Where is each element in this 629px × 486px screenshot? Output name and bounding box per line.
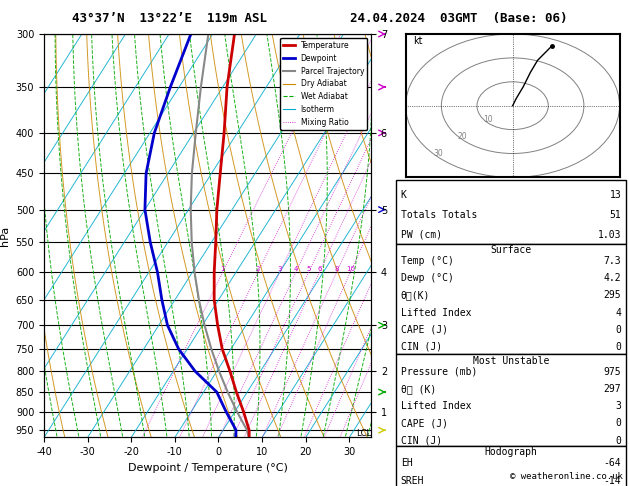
Text: 0: 0 (615, 418, 621, 428)
Bar (396, 446, 626, 486)
Bar (396, 243, 626, 354)
Text: Totals Totals: Totals Totals (401, 210, 477, 220)
Text: 297: 297 (604, 384, 621, 394)
Text: K: K (401, 190, 407, 200)
X-axis label: Dewpoint / Temperature (°C): Dewpoint / Temperature (°C) (128, 463, 287, 473)
Y-axis label: km
ASL: km ASL (403, 236, 421, 257)
Text: 30: 30 (433, 149, 443, 158)
Text: 51: 51 (610, 210, 621, 220)
Text: Most Unstable: Most Unstable (473, 356, 549, 366)
Y-axis label: hPa: hPa (0, 226, 10, 246)
Text: 43°37’N  13°22’E  119m ASL: 43°37’N 13°22’E 119m ASL (72, 12, 267, 25)
Text: 1.03: 1.03 (598, 230, 621, 240)
Text: 0: 0 (615, 342, 621, 352)
Text: CAPE (J): CAPE (J) (401, 418, 448, 428)
Text: © weatheronline.co.uk: © weatheronline.co.uk (510, 472, 623, 481)
Text: Hodograph: Hodograph (484, 447, 538, 457)
Text: -64: -64 (604, 458, 621, 468)
Bar (396, 180, 626, 243)
Legend: Temperature, Dewpoint, Parcel Trajectory, Dry Adiabat, Wet Adiabat, Isotherm, Mi: Temperature, Dewpoint, Parcel Trajectory… (280, 38, 367, 130)
Text: 7.3: 7.3 (604, 256, 621, 266)
Text: θᴄ (K): θᴄ (K) (401, 384, 436, 394)
Text: 0: 0 (615, 325, 621, 335)
Text: PW (cm): PW (cm) (401, 230, 442, 240)
Text: Dewp (°C): Dewp (°C) (401, 273, 454, 283)
Text: 24.04.2024  03GMT  (Base: 06): 24.04.2024 03GMT (Base: 06) (350, 12, 568, 25)
Text: 3: 3 (277, 266, 282, 272)
Text: 0: 0 (615, 435, 621, 446)
Text: 5: 5 (306, 266, 311, 272)
Text: 10: 10 (483, 116, 493, 124)
Text: EH: EH (401, 458, 413, 468)
Text: 13: 13 (610, 190, 621, 200)
Text: Temp (°C): Temp (°C) (401, 256, 454, 266)
Text: LCL: LCL (356, 429, 371, 437)
Bar (396, 354, 626, 446)
Text: 4.2: 4.2 (604, 273, 621, 283)
Text: -14: -14 (604, 476, 621, 486)
Text: 6: 6 (317, 266, 321, 272)
Text: Lifted Index: Lifted Index (401, 401, 471, 411)
Text: 2: 2 (256, 266, 260, 272)
Text: 295: 295 (604, 290, 621, 300)
Text: θᴄ(K): θᴄ(K) (401, 290, 430, 300)
Text: 1: 1 (220, 266, 225, 272)
Text: 8: 8 (335, 266, 339, 272)
Text: CIN (J): CIN (J) (401, 342, 442, 352)
Text: SREH: SREH (401, 476, 425, 486)
Text: 20: 20 (458, 132, 467, 141)
Text: 10: 10 (346, 266, 355, 272)
Text: Lifted Index: Lifted Index (401, 308, 471, 317)
Text: 3: 3 (615, 401, 621, 411)
Text: 975: 975 (604, 367, 621, 377)
Text: Pressure (mb): Pressure (mb) (401, 367, 477, 377)
Text: CAPE (J): CAPE (J) (401, 325, 448, 335)
Text: 4: 4 (294, 266, 298, 272)
Text: Surface: Surface (491, 245, 532, 255)
Text: 4: 4 (615, 308, 621, 317)
Text: kt: kt (413, 35, 422, 46)
Text: CIN (J): CIN (J) (401, 435, 442, 446)
